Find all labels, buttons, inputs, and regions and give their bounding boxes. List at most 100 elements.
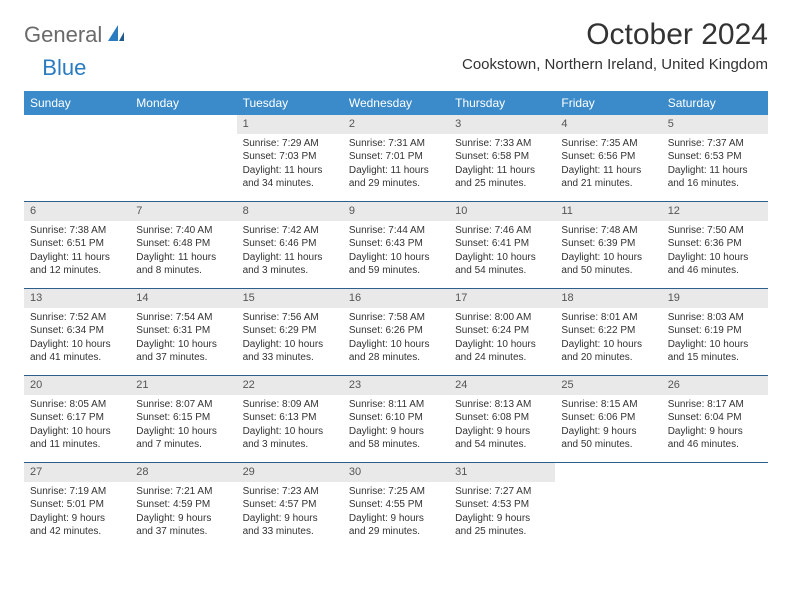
day-body: Sunrise: 7:19 AMSunset: 5:01 PMDaylight:…: [24, 482, 130, 545]
sunrise-text: Sunrise: 7:37 AM: [668, 137, 762, 151]
day-cell: 29Sunrise: 7:23 AMSunset: 4:57 PMDayligh…: [237, 463, 343, 549]
daylight-text: Daylight: 10 hours and 54 minutes.: [455, 251, 549, 278]
sunrise-text: Sunrise: 7:40 AM: [136, 224, 230, 238]
day-cell: 23Sunrise: 8:11 AMSunset: 6:10 PMDayligh…: [343, 376, 449, 462]
day-body: Sunrise: 7:54 AMSunset: 6:31 PMDaylight:…: [130, 308, 236, 371]
sunrise-text: Sunrise: 7:52 AM: [30, 311, 124, 325]
day-body: Sunrise: 8:13 AMSunset: 6:08 PMDaylight:…: [449, 395, 555, 458]
day-cell: 14Sunrise: 7:54 AMSunset: 6:31 PMDayligh…: [130, 289, 236, 375]
day-body: Sunrise: 7:31 AMSunset: 7:01 PMDaylight:…: [343, 134, 449, 197]
daylight-text: Daylight: 10 hours and 3 minutes.: [243, 425, 337, 452]
sunrise-text: Sunrise: 7:56 AM: [243, 311, 337, 325]
day-number: 8: [237, 202, 343, 221]
day-number: 18: [555, 289, 661, 308]
sunset-text: Sunset: 6:22 PM: [561, 324, 655, 338]
daylight-text: Daylight: 9 hours and 25 minutes.: [455, 512, 549, 539]
sunset-text: Sunset: 6:15 PM: [136, 411, 230, 425]
day-number: 1: [237, 115, 343, 134]
day-body: Sunrise: 7:25 AMSunset: 4:55 PMDaylight:…: [343, 482, 449, 545]
day-cell: 27Sunrise: 7:19 AMSunset: 5:01 PMDayligh…: [24, 463, 130, 549]
daylight-text: Daylight: 11 hours and 3 minutes.: [243, 251, 337, 278]
day-cell: 8Sunrise: 7:42 AMSunset: 6:46 PMDaylight…: [237, 202, 343, 288]
daylight-text: Daylight: 10 hours and 37 minutes.: [136, 338, 230, 365]
daylight-text: Daylight: 10 hours and 46 minutes.: [668, 251, 762, 278]
day-body: Sunrise: 8:11 AMSunset: 6:10 PMDaylight:…: [343, 395, 449, 458]
daylight-text: Daylight: 11 hours and 16 minutes.: [668, 164, 762, 191]
day-cell: 12Sunrise: 7:50 AMSunset: 6:36 PMDayligh…: [662, 202, 768, 288]
daylight-text: Daylight: 9 hours and 42 minutes.: [30, 512, 124, 539]
calendar-page: General October 2024 Cookstown, Northern…: [0, 0, 792, 567]
day-cell: 18Sunrise: 8:01 AMSunset: 6:22 PMDayligh…: [555, 289, 661, 375]
day-number: 20: [24, 376, 130, 395]
day-cell: 24Sunrise: 8:13 AMSunset: 6:08 PMDayligh…: [449, 376, 555, 462]
sunset-text: Sunset: 6:24 PM: [455, 324, 549, 338]
day-cell: 20Sunrise: 8:05 AMSunset: 6:17 PMDayligh…: [24, 376, 130, 462]
weekday-header: Friday: [555, 91, 661, 115]
day-cell: 7Sunrise: 7:40 AMSunset: 6:48 PMDaylight…: [130, 202, 236, 288]
sunset-text: Sunset: 4:55 PM: [349, 498, 443, 512]
day-number: 7: [130, 202, 236, 221]
day-number: 25: [555, 376, 661, 395]
sunset-text: Sunset: 4:53 PM: [455, 498, 549, 512]
sunset-text: Sunset: 6:46 PM: [243, 237, 337, 251]
day-cell: 19Sunrise: 8:03 AMSunset: 6:19 PMDayligh…: [662, 289, 768, 375]
daylight-text: Daylight: 10 hours and 15 minutes.: [668, 338, 762, 365]
daylight-text: Daylight: 11 hours and 29 minutes.: [349, 164, 443, 191]
sunset-text: Sunset: 6:17 PM: [30, 411, 124, 425]
daylight-text: Daylight: 10 hours and 7 minutes.: [136, 425, 230, 452]
sunset-text: Sunset: 6:31 PM: [136, 324, 230, 338]
day-number: 22: [237, 376, 343, 395]
day-number: 26: [662, 376, 768, 395]
day-number: 11: [555, 202, 661, 221]
day-number: 29: [237, 463, 343, 482]
day-cell: 9Sunrise: 7:44 AMSunset: 6:43 PMDaylight…: [343, 202, 449, 288]
day-cell: [555, 463, 661, 549]
day-number: 23: [343, 376, 449, 395]
sunrise-text: Sunrise: 8:13 AM: [455, 398, 549, 412]
day-number: 28: [130, 463, 236, 482]
sunrise-text: Sunrise: 8:17 AM: [668, 398, 762, 412]
week-row: 20Sunrise: 8:05 AMSunset: 6:17 PMDayligh…: [24, 375, 768, 462]
sunset-text: Sunset: 6:13 PM: [243, 411, 337, 425]
sunrise-text: Sunrise: 7:44 AM: [349, 224, 443, 238]
sunrise-text: Sunrise: 8:09 AM: [243, 398, 337, 412]
day-number: 17: [449, 289, 555, 308]
day-body: Sunrise: 8:09 AMSunset: 6:13 PMDaylight:…: [237, 395, 343, 458]
day-cell: 17Sunrise: 8:00 AMSunset: 6:24 PMDayligh…: [449, 289, 555, 375]
day-body: Sunrise: 7:40 AMSunset: 6:48 PMDaylight:…: [130, 221, 236, 284]
weekday-header: Sunday: [24, 91, 130, 115]
daylight-text: Daylight: 11 hours and 34 minutes.: [243, 164, 337, 191]
sunset-text: Sunset: 6:53 PM: [668, 150, 762, 164]
day-number: 16: [343, 289, 449, 308]
day-body: Sunrise: 7:44 AMSunset: 6:43 PMDaylight:…: [343, 221, 449, 284]
day-number: 10: [449, 202, 555, 221]
daylight-text: Daylight: 10 hours and 41 minutes.: [30, 338, 124, 365]
day-body: Sunrise: 7:27 AMSunset: 4:53 PMDaylight:…: [449, 482, 555, 545]
day-cell: 30Sunrise: 7:25 AMSunset: 4:55 PMDayligh…: [343, 463, 449, 549]
logo: General: [24, 22, 128, 48]
day-cell: 1Sunrise: 7:29 AMSunset: 7:03 PMDaylight…: [237, 115, 343, 201]
sunrise-text: Sunrise: 7:58 AM: [349, 311, 443, 325]
day-number: 21: [130, 376, 236, 395]
sunrise-text: Sunrise: 7:46 AM: [455, 224, 549, 238]
sunrise-text: Sunrise: 8:11 AM: [349, 398, 443, 412]
day-number: 31: [449, 463, 555, 482]
day-number: 5: [662, 115, 768, 134]
sunset-text: Sunset: 5:01 PM: [30, 498, 124, 512]
day-cell: 13Sunrise: 7:52 AMSunset: 6:34 PMDayligh…: [24, 289, 130, 375]
day-body: Sunrise: 7:23 AMSunset: 4:57 PMDaylight:…: [237, 482, 343, 545]
sunset-text: Sunset: 6:29 PM: [243, 324, 337, 338]
daylight-text: Daylight: 11 hours and 25 minutes.: [455, 164, 549, 191]
daylight-text: Daylight: 11 hours and 21 minutes.: [561, 164, 655, 191]
daylight-text: Daylight: 10 hours and 28 minutes.: [349, 338, 443, 365]
weekday-header: Monday: [130, 91, 236, 115]
day-number: 9: [343, 202, 449, 221]
day-number: 3: [449, 115, 555, 134]
daylight-text: Daylight: 9 hours and 33 minutes.: [243, 512, 337, 539]
daylight-text: Daylight: 9 hours and 50 minutes.: [561, 425, 655, 452]
day-cell: 21Sunrise: 8:07 AMSunset: 6:15 PMDayligh…: [130, 376, 236, 462]
daylight-text: Daylight: 9 hours and 29 minutes.: [349, 512, 443, 539]
day-cell: 16Sunrise: 7:58 AMSunset: 6:26 PMDayligh…: [343, 289, 449, 375]
day-cell: 31Sunrise: 7:27 AMSunset: 4:53 PMDayligh…: [449, 463, 555, 549]
sunset-text: Sunset: 6:19 PM: [668, 324, 762, 338]
